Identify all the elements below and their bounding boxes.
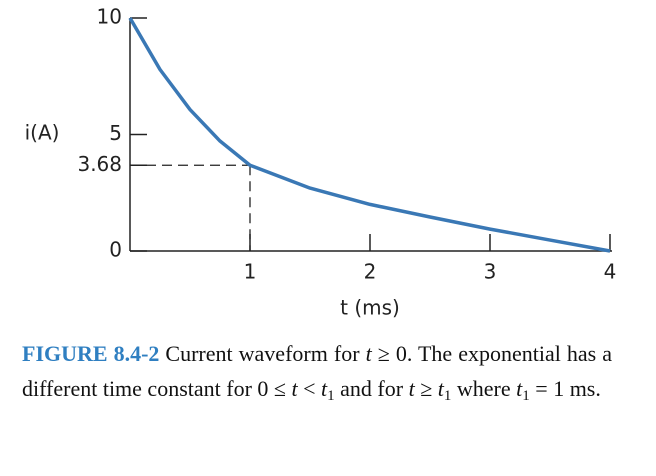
y-axis-label: i(A) — [25, 121, 60, 145]
caption-subscript: 1 — [443, 388, 452, 404]
x-tick-label: 3 — [484, 260, 497, 284]
x-tick-label: 1 — [244, 260, 257, 284]
caption-var: t — [516, 376, 523, 401]
caption-text: ≥ — [414, 376, 438, 401]
caption-var: t — [408, 376, 415, 401]
caption-text: Current waveform for — [165, 341, 366, 366]
caption-text: ≥ 0. The exponential has a different tim… — [22, 341, 612, 401]
chart: t (ms) i(A) 0 3.68 5 10 1 2 3 4 — [25, 5, 617, 320]
caption-text: = 1 ms. — [529, 376, 601, 401]
y-tick-label: 5 — [109, 121, 122, 145]
data-line — [128, 17, 611, 253]
x-tick-label: 4 — [604, 260, 617, 284]
caption-var: t — [291, 376, 298, 401]
caption-var: t — [321, 376, 328, 401]
caption-var: t — [365, 341, 372, 366]
caption-subscript: 1 — [327, 388, 335, 404]
y-tick-label: 0 — [109, 238, 122, 262]
caption-text: < — [297, 376, 322, 401]
caption-label: FIGURE 8.4-2 — [22, 341, 160, 366]
y-tick-label: 3.68 — [77, 152, 122, 176]
caption: FIGURE 8.4-2 Current waveform for t ≥ 0. … — [22, 336, 612, 414]
x-axis-label: t (ms) — [340, 296, 400, 320]
caption-text: where — [451, 376, 517, 401]
caption-text: and for — [334, 376, 409, 401]
x-tick-label: 2 — [364, 260, 377, 284]
caption-var: t — [437, 376, 444, 401]
caption-subscript: 1 — [522, 388, 530, 404]
y-tick-label: 10 — [97, 5, 122, 29]
